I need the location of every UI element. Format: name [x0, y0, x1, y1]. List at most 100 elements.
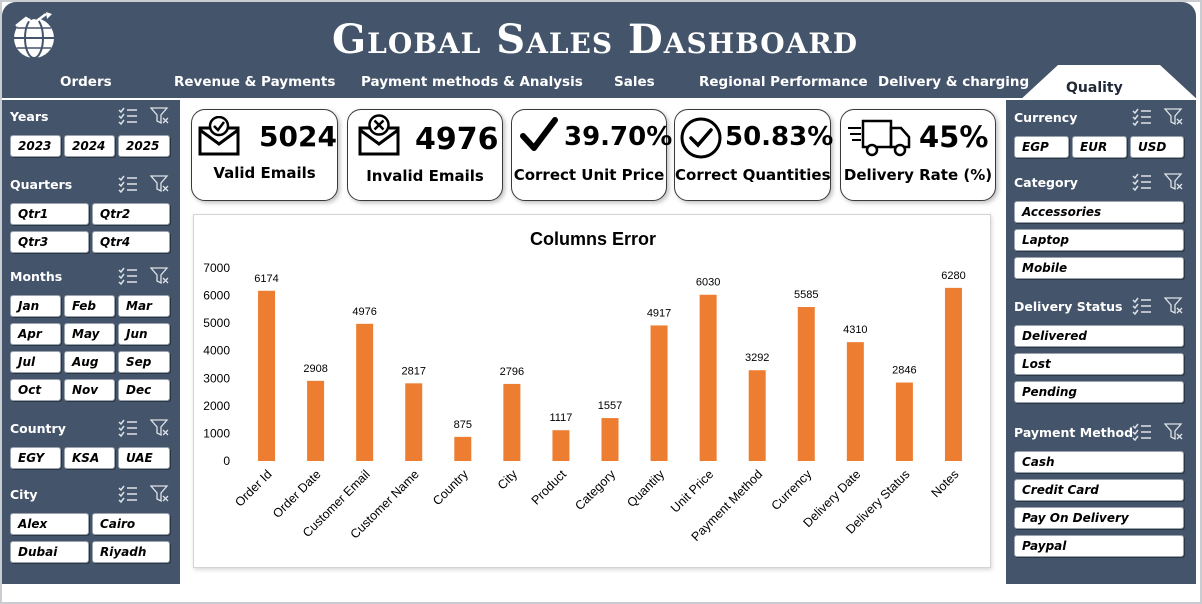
multi-select-icon[interactable]	[118, 267, 138, 285]
x-tick-label: Order Date	[270, 467, 324, 521]
city-filter-title: City	[10, 487, 38, 502]
clear-filter-icon[interactable]	[150, 419, 170, 437]
filter-month-dec[interactable]: Dec	[118, 379, 170, 401]
bar[interactable]	[454, 436, 472, 461]
bar[interactable]	[405, 383, 423, 461]
filter-payment-cash[interactable]: Cash	[1014, 451, 1184, 473]
bar[interactable]	[258, 290, 276, 461]
kpi-valid-emails: 5024 Valid Emails	[191, 109, 338, 201]
clear-filter-icon[interactable]	[150, 175, 170, 193]
filter-category-mobile[interactable]: Mobile	[1014, 257, 1184, 279]
kpi-invalid-emails: 4976 Invalid Emails	[347, 109, 503, 201]
filter-year-2024[interactable]: 2024	[64, 135, 115, 157]
bar-data-label: 2908	[303, 363, 327, 375]
filter-quarter-qtr3[interactable]: Qtr3	[10, 231, 89, 253]
bar[interactable]	[895, 382, 913, 461]
filter-month-feb[interactable]: Feb	[64, 295, 115, 317]
bar[interactable]	[748, 370, 766, 461]
filter-month-jun[interactable]: Jun	[118, 323, 170, 345]
multi-select-icon[interactable]	[1132, 108, 1152, 126]
bar[interactable]	[552, 430, 570, 461]
bar[interactable]	[503, 383, 521, 461]
kpi-delivery-rate-label: Delivery Rate (%)	[843, 166, 993, 184]
multi-select-icon[interactable]	[118, 485, 138, 503]
tab-delivery-charging[interactable]: Delivery & charging	[878, 74, 1030, 90]
filter-month-oct[interactable]: Oct	[10, 379, 61, 401]
y-tick-label: 1000	[203, 426, 230, 440]
bar[interactable]	[699, 294, 717, 461]
bar[interactable]	[356, 323, 374, 461]
filter-month-sep[interactable]: Sep	[118, 351, 170, 373]
filter-month-may[interactable]: May	[64, 323, 115, 345]
delivery-status-filter-title: Delivery Status	[1014, 299, 1123, 314]
clear-filter-icon[interactable]	[1164, 423, 1184, 441]
filter-currency-egp[interactable]: EGP	[1014, 136, 1069, 158]
y-tick-label: 4000	[203, 344, 230, 358]
filter-year-2025[interactable]: 2025	[118, 135, 170, 157]
bar[interactable]	[307, 380, 325, 461]
filter-month-jul[interactable]: Jul	[10, 351, 61, 373]
filter-city-dubai[interactable]: Dubai	[10, 541, 89, 563]
clear-filter-icon[interactable]	[1164, 173, 1184, 191]
bar-data-label: 6280	[941, 270, 965, 282]
tab-quality[interactable]: Quality	[1066, 80, 1123, 96]
filter-country-egy[interactable]: EGY	[10, 447, 61, 469]
multi-select-icon[interactable]	[118, 419, 138, 437]
years-filter-title: Years	[10, 109, 49, 124]
x-tick-label: Product	[529, 467, 570, 508]
tab-revenue-payments[interactable]: Revenue & Payments	[174, 74, 336, 90]
clear-filter-icon[interactable]	[1164, 108, 1184, 126]
clear-filter-icon[interactable]	[150, 107, 170, 125]
filter-country-uae[interactable]: UAE	[118, 447, 170, 469]
filter-month-mar[interactable]: Mar	[118, 295, 170, 317]
x-tick-label: City	[495, 467, 521, 493]
filter-month-apr[interactable]: Apr	[10, 323, 61, 345]
bar-data-label: 875	[454, 419, 472, 431]
filter-country-ksa[interactable]: KSA	[64, 447, 115, 469]
multi-select-icon[interactable]	[118, 107, 138, 125]
filter-payment-credit-card[interactable]: Credit Card	[1014, 479, 1184, 501]
filter-month-jan[interactable]: Jan	[10, 295, 61, 317]
multi-select-icon[interactable]	[1132, 423, 1152, 441]
filter-currency-eur[interactable]: EUR	[1072, 136, 1127, 158]
filter-month-nov[interactable]: Nov	[64, 379, 115, 401]
filter-city-alex[interactable]: Alex	[10, 513, 89, 535]
filter-delivery-lost[interactable]: Lost	[1014, 353, 1184, 375]
filter-category-laptop[interactable]: Laptop	[1014, 229, 1184, 251]
tab-orders[interactable]: Orders	[60, 74, 112, 90]
filter-city-riyadh[interactable]: Riyadh	[92, 541, 170, 563]
filter-category-accessories[interactable]: Accessories	[1014, 201, 1184, 223]
y-tick-label: 6000	[203, 289, 230, 303]
multi-select-icon[interactable]	[1132, 297, 1152, 315]
clear-filter-icon[interactable]	[1164, 297, 1184, 315]
filter-payment-paypal[interactable]: Paypal	[1014, 535, 1184, 557]
kpi-valid-emails-label: Valid Emails	[213, 164, 316, 182]
filter-delivery-pending[interactable]: Pending	[1014, 381, 1184, 403]
clear-filter-icon[interactable]	[150, 485, 170, 503]
bar[interactable]	[846, 342, 864, 461]
multi-select-icon[interactable]	[118, 175, 138, 193]
bar-data-label: 4976	[352, 306, 376, 318]
filter-city-cairo[interactable]: Cairo	[92, 513, 170, 535]
bar[interactable]	[601, 418, 619, 461]
tab-regional-performance[interactable]: Regional Performance	[699, 74, 868, 90]
tab-sales[interactable]: Sales	[614, 74, 655, 90]
filter-quarter-qtr4[interactable]: Qtr4	[92, 231, 170, 253]
filter-delivery-delivered[interactable]: Delivered	[1014, 325, 1184, 347]
clear-filter-icon[interactable]	[150, 267, 170, 285]
filter-quarter-qtr1[interactable]: Qtr1	[10, 203, 89, 225]
currency-filter-title: Currency	[1014, 110, 1078, 125]
filter-currency-usd[interactable]: USD	[1130, 136, 1184, 158]
delivery-truck-icon	[848, 119, 911, 157]
filter-quarter-qtr2[interactable]: Qtr2	[92, 203, 170, 225]
bar[interactable]	[650, 325, 668, 461]
filter-month-aug[interactable]: Aug	[64, 351, 115, 373]
tab-payment-methods-analysis[interactable]: Payment methods & Analysis	[361, 74, 583, 90]
multi-select-icon[interactable]	[1132, 173, 1152, 191]
bar[interactable]	[797, 307, 815, 461]
filter-payment-pay-on-delivery[interactable]: Pay On Delivery	[1014, 507, 1184, 529]
kpi-valid-emails-value: 5024	[259, 120, 337, 153]
y-tick-label: 7000	[203, 261, 230, 275]
filter-year-2023[interactable]: 2023	[10, 135, 61, 157]
bar[interactable]	[944, 287, 962, 461]
